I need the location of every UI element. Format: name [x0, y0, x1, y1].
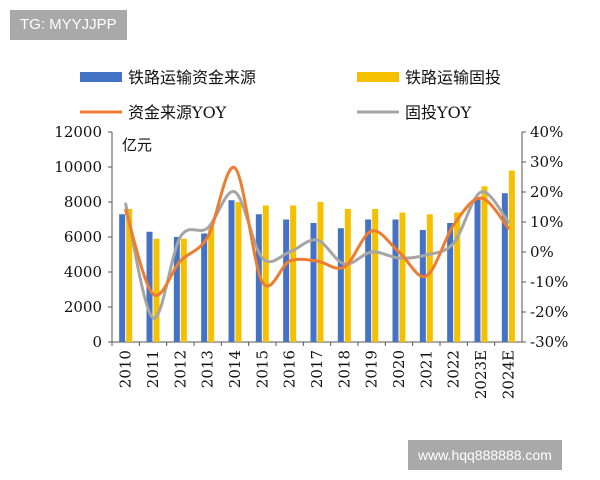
legend-swatch — [80, 72, 122, 82]
legend-label: 铁路运输资金来源 — [128, 68, 256, 87]
bar-funding-source — [310, 223, 317, 342]
y-right-tick-label: 30% — [530, 153, 563, 171]
y-left-tick-label: 8000 — [64, 193, 102, 211]
bar-investment — [481, 186, 488, 342]
y-right-tick-label: 20% — [530, 183, 563, 201]
x-tick-label: 2023E — [472, 350, 490, 399]
bar-investment — [372, 209, 379, 342]
bar-funding-source — [255, 214, 262, 342]
bar-investment — [454, 212, 461, 342]
bar-investment — [399, 212, 406, 342]
x-tick-label: 2024E — [499, 350, 517, 399]
y-left-unit-label: 亿元 — [122, 136, 152, 154]
bar-investment — [180, 238, 187, 342]
x-tick-label: 2016 — [281, 350, 299, 388]
y-right-tick-label: 40% — [530, 123, 563, 141]
y-left-tick-label: 10000 — [54, 158, 102, 176]
x-tick-label: 2014 — [226, 350, 244, 388]
bar-funding-source — [119, 214, 126, 342]
bar-funding-source — [419, 230, 426, 342]
legend-label: 资金来源YOY — [128, 103, 227, 122]
y-left-tick-label: 2000 — [64, 298, 102, 316]
bar-funding-source — [501, 193, 508, 342]
y-left-tick-label: 0 — [92, 333, 102, 351]
chart-axes — [108, 131, 526, 346]
legend-label: 铁路运输固投 — [405, 68, 501, 87]
legend-label: 固投YOY — [405, 103, 472, 122]
bar-investment — [126, 209, 133, 342]
bar-funding-source — [365, 219, 372, 342]
bar-funding-source — [392, 219, 399, 342]
y-left-tick-label: 6000 — [64, 228, 102, 246]
chart-bars — [119, 170, 515, 342]
bar-investment — [290, 205, 297, 342]
x-tick-label: 2010 — [117, 350, 135, 388]
bar-investment — [235, 202, 242, 342]
line-funding-yoy — [124, 166, 510, 297]
legend-swatch — [357, 72, 399, 82]
x-tick-label: 2012 — [171, 350, 189, 388]
bar-funding-source — [337, 228, 344, 342]
bar-investment — [208, 226, 215, 342]
bar-funding-source — [201, 233, 208, 342]
y-right-tick-label: -30% — [530, 333, 568, 351]
bar-investment — [262, 205, 269, 342]
y-left-tick-label: 12000 — [54, 123, 102, 141]
bar-investment — [344, 209, 351, 342]
bar-funding-source — [228, 200, 235, 342]
bar-funding-source — [283, 219, 290, 342]
bar-funding-source — [474, 198, 481, 342]
y-right-tick-label: 0% — [530, 243, 554, 261]
bar-investment — [317, 202, 324, 342]
y-left-tick-label: 4000 — [64, 263, 102, 281]
x-tick-label: 2018 — [335, 350, 353, 388]
bar-investment — [153, 238, 160, 342]
y-right-tick-label: -20% — [530, 303, 568, 321]
x-tick-label: 2011 — [144, 350, 162, 388]
bar-investment — [508, 170, 515, 342]
chart-lines — [124, 166, 510, 320]
x-tick-label: 2021 — [417, 350, 435, 388]
x-tick-label: 2013 — [199, 350, 217, 388]
watermark-top: TG: MYYJJPP — [10, 10, 127, 40]
bar-investment — [426, 214, 433, 342]
x-tick-label: 2019 — [363, 350, 381, 388]
bar-funding-source — [173, 237, 180, 342]
x-tick-label: 2022 — [445, 350, 463, 388]
x-tick-label: 2015 — [253, 350, 271, 388]
watermark-bottom: www.hqq888888.com — [408, 440, 562, 470]
chart-tick-labels: 0 2000 4000 6000 8000 10000 12000 -30% -20% -10% 0… — [54, 123, 568, 399]
bar-funding-source — [447, 223, 454, 342]
y-right-tick-label: 10% — [530, 213, 563, 231]
x-tick-label: 2020 — [390, 350, 408, 388]
x-tick-label: 2017 — [308, 350, 326, 388]
y-right-tick-label: -10% — [530, 273, 568, 291]
